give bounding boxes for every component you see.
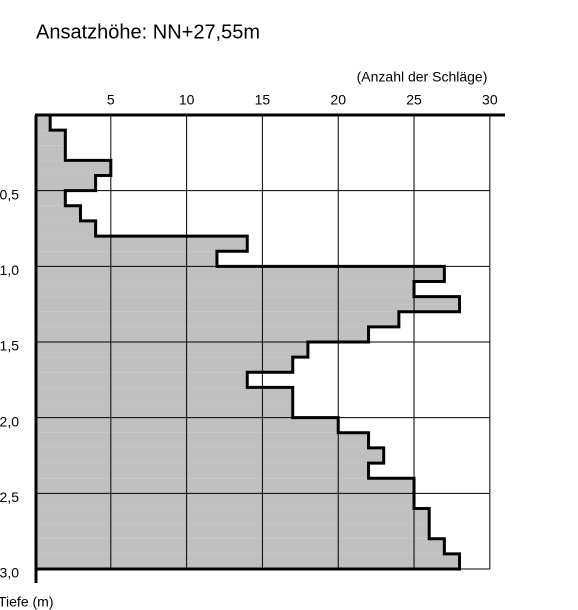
y-tick-label: 2,5 bbox=[0, 489, 19, 505]
bar bbox=[35, 493, 415, 509]
bar bbox=[35, 220, 96, 237]
bar bbox=[35, 538, 445, 554]
y-axis-label: Tiefe (m) bbox=[0, 594, 53, 610]
bar bbox=[35, 190, 66, 206]
x-axis-label: (Anzahl der Schläge) bbox=[357, 69, 488, 85]
bar bbox=[35, 145, 66, 161]
bar bbox=[35, 236, 248, 252]
bar bbox=[35, 463, 369, 479]
bar bbox=[35, 342, 308, 358]
bar bbox=[35, 326, 369, 342]
y-tick-label: 2,0 bbox=[0, 413, 19, 429]
bar bbox=[35, 251, 217, 267]
bar bbox=[35, 432, 369, 448]
y-tick-label: 0,5 bbox=[0, 186, 19, 202]
bar bbox=[35, 296, 460, 312]
x-tick-label: 30 bbox=[482, 92, 498, 108]
x-tick-label: 15 bbox=[255, 92, 271, 108]
y-tick-label: 1,0 bbox=[0, 262, 19, 278]
bar bbox=[35, 402, 293, 418]
bar bbox=[35, 115, 51, 131]
bar bbox=[35, 160, 111, 176]
bar bbox=[35, 372, 248, 388]
bar bbox=[35, 508, 430, 524]
bar bbox=[35, 311, 399, 327]
bar bbox=[35, 266, 445, 282]
x-tick-label: 10 bbox=[179, 92, 195, 108]
x-tick-label: 20 bbox=[330, 92, 346, 108]
x-tick-label: 5 bbox=[107, 92, 115, 108]
y-tick-label: 1,5 bbox=[0, 338, 19, 354]
bar bbox=[35, 447, 384, 464]
bar bbox=[35, 478, 415, 494]
bar bbox=[35, 523, 430, 539]
bar bbox=[35, 281, 415, 297]
bar bbox=[35, 387, 293, 403]
bar bbox=[35, 205, 81, 221]
y-tick-label: 3,0 bbox=[0, 565, 19, 581]
x-tick-label: 25 bbox=[406, 92, 422, 108]
bar bbox=[35, 357, 293, 373]
bar bbox=[35, 130, 66, 146]
bar bbox=[35, 553, 460, 569]
bar bbox=[35, 175, 96, 191]
profile-outline bbox=[35, 113, 462, 571]
chart-title: Ansatzhöhe: NN+27,55m bbox=[36, 21, 260, 43]
